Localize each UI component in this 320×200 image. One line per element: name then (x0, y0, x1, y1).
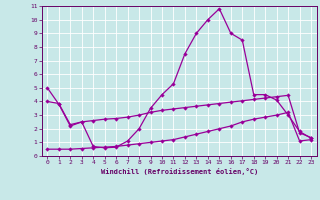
X-axis label: Windchill (Refroidissement éolien,°C): Windchill (Refroidissement éolien,°C) (100, 168, 258, 175)
